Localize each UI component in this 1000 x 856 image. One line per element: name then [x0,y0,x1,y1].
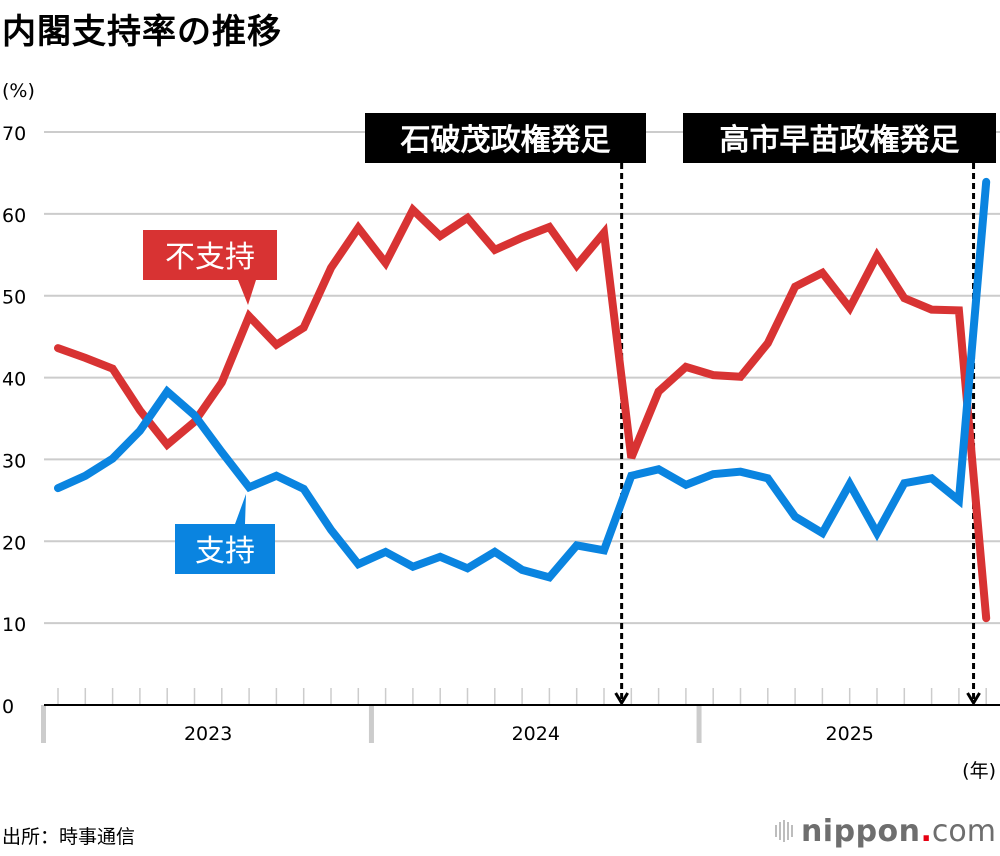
support-label-text: 支持 [195,534,255,569]
annotation-box [365,113,646,163]
series-lines [54,177,991,623]
series-labels: 不支持 支持 [143,230,277,574]
x-year-label: 2024 [512,723,560,745]
y-tick-label: 10 [2,614,26,636]
x-axis: 2023 2024 2025 [41,688,1000,745]
disapproval-callout-box [143,230,277,305]
x-year-separator [368,705,374,743]
x-axis-unit-label: (年) [962,760,996,782]
y-tick-label: 20 [2,532,26,554]
y-tick-label: 30 [2,450,26,472]
y-tick-label: 50 [2,287,26,309]
x-year-label: 2025 [826,723,874,745]
annotation-arrow-icon [614,692,629,706]
disapproval-label-text: 不支持 [165,240,255,275]
logo-suffix: com [931,813,996,849]
x-year-label: 2023 [184,723,232,745]
annotation-box [683,113,996,163]
annotation-arrow-icon [966,692,981,706]
y-tick-label: 0 [2,696,14,718]
y-axis-unit-label: (%) [2,80,35,102]
support-label: 支持 [175,494,275,574]
logo-name: nippon [800,813,921,849]
x-year-separator [696,705,702,743]
source-note: 出所：時事通信 [2,826,136,848]
x-year-separator [41,705,46,743]
y-tick-label: 70 [2,123,26,145]
annotation-label: 石破茂政権発足 [400,123,611,158]
y-axis-ticks: 0 10 20 30 40 50 60 70 [2,123,26,718]
support-callout-box [175,494,275,574]
chart-title: 内閣支持率の推移 [2,12,282,52]
logo-bars-icon [774,820,793,842]
logo-dot: . [920,813,932,849]
y-tick-label: 40 [2,369,26,391]
nippon-logo: nippon. com [774,811,996,851]
line-chart: 0 10 20 30 40 50 60 70 2023 2024 2025 石破茂政権発足 高市早苗… [2,113,1000,745]
y-tick-label: 60 [2,205,26,227]
disapproval-label: 不支持 [143,230,277,305]
annotation-label: 高市早苗政権発足 [720,123,960,158]
annotations: 石破茂政権発足 高市早苗政権発足 [365,113,996,706]
